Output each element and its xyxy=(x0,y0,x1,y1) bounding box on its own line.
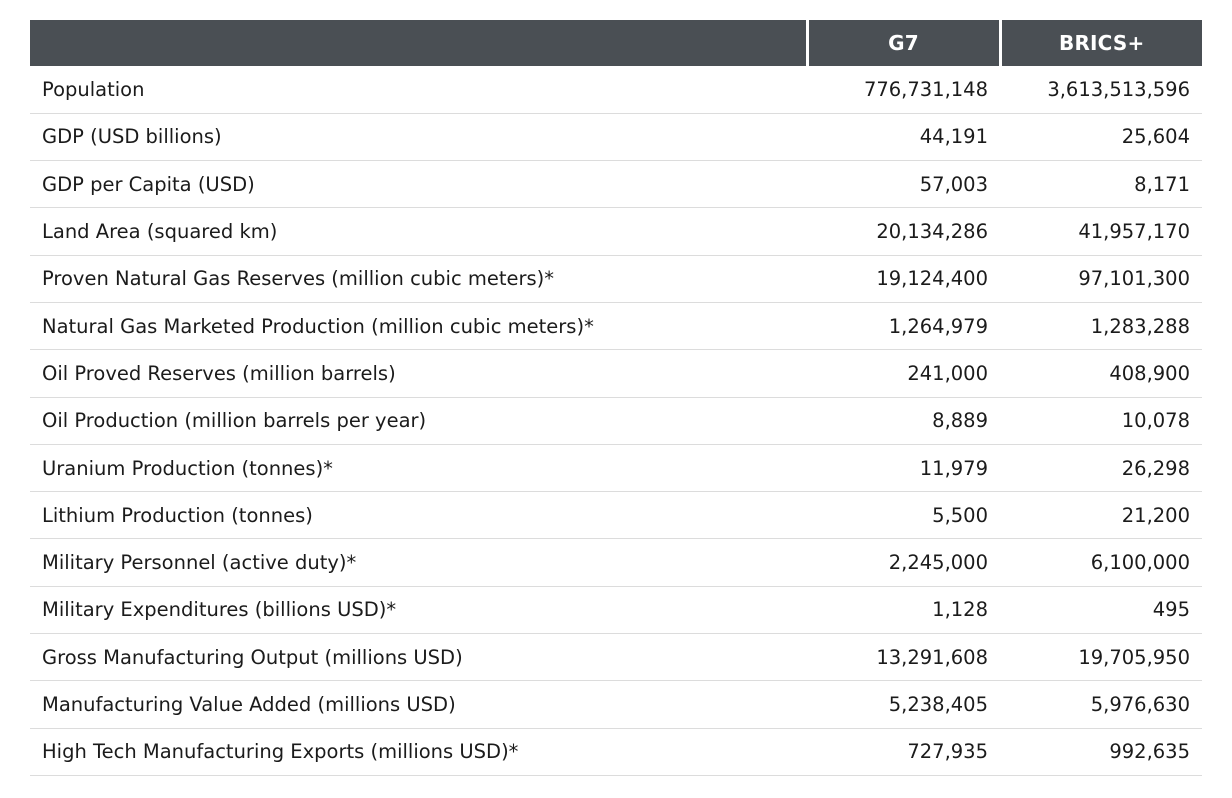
table-row: Manufacturing Value Added (millions USD)… xyxy=(30,680,1202,729)
row-value-g7: 727,935 xyxy=(807,728,1000,776)
row-value-g7: 13,291,608 xyxy=(807,633,1000,682)
row-metric-label: High Tech Manufacturing Exports (million… xyxy=(30,728,807,776)
row-metric-label: GDP (USD billions) xyxy=(30,113,807,162)
row-value-g7: 776,731,148 xyxy=(807,66,1000,114)
row-value-brics: 10,078 xyxy=(1000,397,1202,445)
row-value-brics: 495 xyxy=(1000,586,1202,635)
row-value-brics: 41,957,170 xyxy=(1000,207,1202,256)
row-value-brics: 26,298 xyxy=(1000,444,1202,493)
row-value-g7: 57,003 xyxy=(807,160,1000,209)
table-row: High Tech Manufacturing Exports (million… xyxy=(30,728,1202,776)
row-metric-label: Natural Gas Marketed Production (million… xyxy=(30,302,807,351)
row-metric-label: Lithium Production (tonnes) xyxy=(30,491,807,540)
row-value-g7: 5,238,405 xyxy=(807,680,1000,729)
row-metric-label: Manufacturing Value Added (millions USD) xyxy=(30,680,807,729)
row-metric-label: Oil Production (million barrels per year… xyxy=(30,397,807,445)
row-value-g7: 1,264,979 xyxy=(807,302,1000,351)
table-row: GDP per Capita (USD) 57,003 8,171 xyxy=(30,160,1202,209)
table-row: Oil Proved Reserves (million barrels) 241… xyxy=(30,349,1202,398)
table-header: G7 BRICS+ xyxy=(30,20,1202,66)
table-row: Military Expenditures (billions USD)* 1,1… xyxy=(30,586,1202,635)
row-value-g7: 241,000 xyxy=(807,349,1000,398)
row-value-g7: 1,128 xyxy=(807,586,1000,635)
row-value-brics: 3,613,513,596 xyxy=(1000,66,1202,114)
table-row: GDP (USD billions) 44,191 25,604 xyxy=(30,113,1202,162)
row-value-g7: 20,134,286 xyxy=(807,207,1000,256)
row-value-brics: 25,604 xyxy=(1000,113,1202,162)
table-row: Proven Natural Gas Reserves (million cub… xyxy=(30,255,1202,303)
row-value-brics: 19,705,950 xyxy=(1000,633,1202,682)
row-metric-label: Gross Manufacturing Output (millions USD… xyxy=(30,633,807,682)
row-value-brics: 6,100,000 xyxy=(1000,538,1202,587)
row-value-g7: 8,889 xyxy=(807,397,1000,445)
row-value-brics: 408,900 xyxy=(1000,349,1202,398)
table-row: Military Personnel (active duty)* 2,245,0… xyxy=(30,538,1202,587)
row-value-g7: 19,124,400 xyxy=(807,255,1000,303)
row-metric-label: Uranium Production (tonnes)* xyxy=(30,444,807,493)
row-metric-label: Military Personnel (active duty)* xyxy=(30,538,807,587)
row-metric-label: Land Area (squared km) xyxy=(30,207,807,256)
g7-brics-comparison-table: G7 BRICS+ Population 776,731,148 3,613,513… xyxy=(30,20,1202,776)
row-value-brics: 8,171 xyxy=(1000,160,1202,209)
column-header-metric xyxy=(30,20,807,66)
table-row: Oil Production (million barrels per year… xyxy=(30,397,1202,445)
row-value-g7: 11,979 xyxy=(807,444,1000,493)
row-metric-label: Oil Proved Reserves (million barrels) xyxy=(30,349,807,398)
row-value-g7: 5,500 xyxy=(807,491,1000,540)
table-row: Natural Gas Marketed Production (million… xyxy=(30,302,1202,351)
table-row: Lithium Production (tonnes) 5,500 21,200 xyxy=(30,491,1202,540)
column-header-brics: BRICS+ xyxy=(998,20,1202,66)
row-value-brics: 5,976,630 xyxy=(1000,680,1202,729)
table-row: Land Area (squared km) 20,134,286 41,957,1… xyxy=(30,207,1202,256)
row-value-brics: 992,635 xyxy=(1000,728,1202,776)
row-value-g7: 44,191 xyxy=(807,113,1000,162)
row-metric-label: Population xyxy=(30,66,807,114)
row-metric-label: GDP per Capita (USD) xyxy=(30,160,807,209)
row-value-g7: 2,245,000 xyxy=(807,538,1000,587)
table-row: Uranium Production (tonnes)* 11,979 26,298 xyxy=(30,444,1202,493)
table-body: Population 776,731,148 3,613,513,596 GDP (U… xyxy=(30,66,1202,776)
row-value-brics: 21,200 xyxy=(1000,491,1202,540)
header-row: G7 BRICS+ xyxy=(30,20,1202,66)
row-value-brics: 1,283,288 xyxy=(1000,302,1202,351)
row-metric-label: Military Expenditures (billions USD)* xyxy=(30,586,807,635)
row-value-brics: 97,101,300 xyxy=(1000,255,1202,303)
row-metric-label: Proven Natural Gas Reserves (million cub… xyxy=(30,255,807,303)
table-row: Gross Manufacturing Output (millions USD… xyxy=(30,633,1202,682)
column-header-g7: G7 xyxy=(805,20,1000,66)
table-row: Population 776,731,148 3,613,513,596 xyxy=(30,66,1202,114)
comparison-table-container: G7 BRICS+ Population 776,731,148 3,613,513… xyxy=(30,20,1202,776)
